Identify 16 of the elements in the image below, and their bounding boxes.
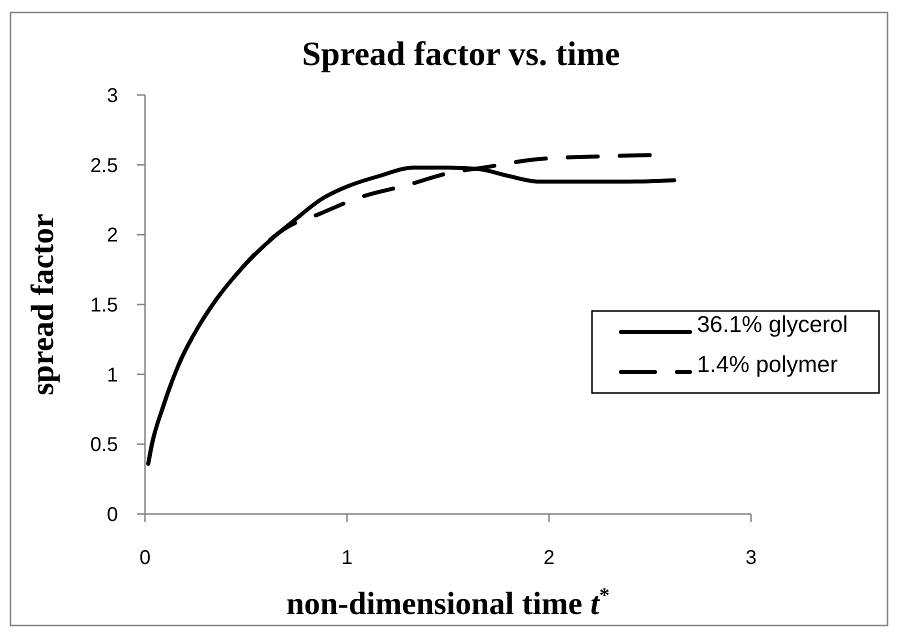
- legend-label: 36.1% glycerol: [697, 311, 848, 337]
- y-tick-label: 3: [106, 85, 118, 107]
- y-tick-label: 0: [106, 504, 118, 526]
- y-axis-title: spread factor: [24, 214, 60, 396]
- legend-label: 1.4% polymer: [697, 351, 838, 377]
- x-tick-label: 3: [745, 547, 757, 569]
- x-axis-title: non-dimensional time t$^{*}$: [286, 584, 610, 621]
- y-tick-label: 2.5: [90, 154, 118, 177]
- y-tick-label: 2: [106, 224, 118, 247]
- y-tick-label: 0.5: [90, 434, 118, 456]
- x-tick-label: 0: [139, 547, 151, 569]
- x-tick-label: 2: [543, 547, 555, 569]
- chart-title: Spread factor vs. time: [302, 36, 620, 73]
- y-tick-label: 1.5: [90, 294, 118, 316]
- x-tick-label: 1: [341, 547, 353, 569]
- y-tick-label: 1: [106, 364, 118, 386]
